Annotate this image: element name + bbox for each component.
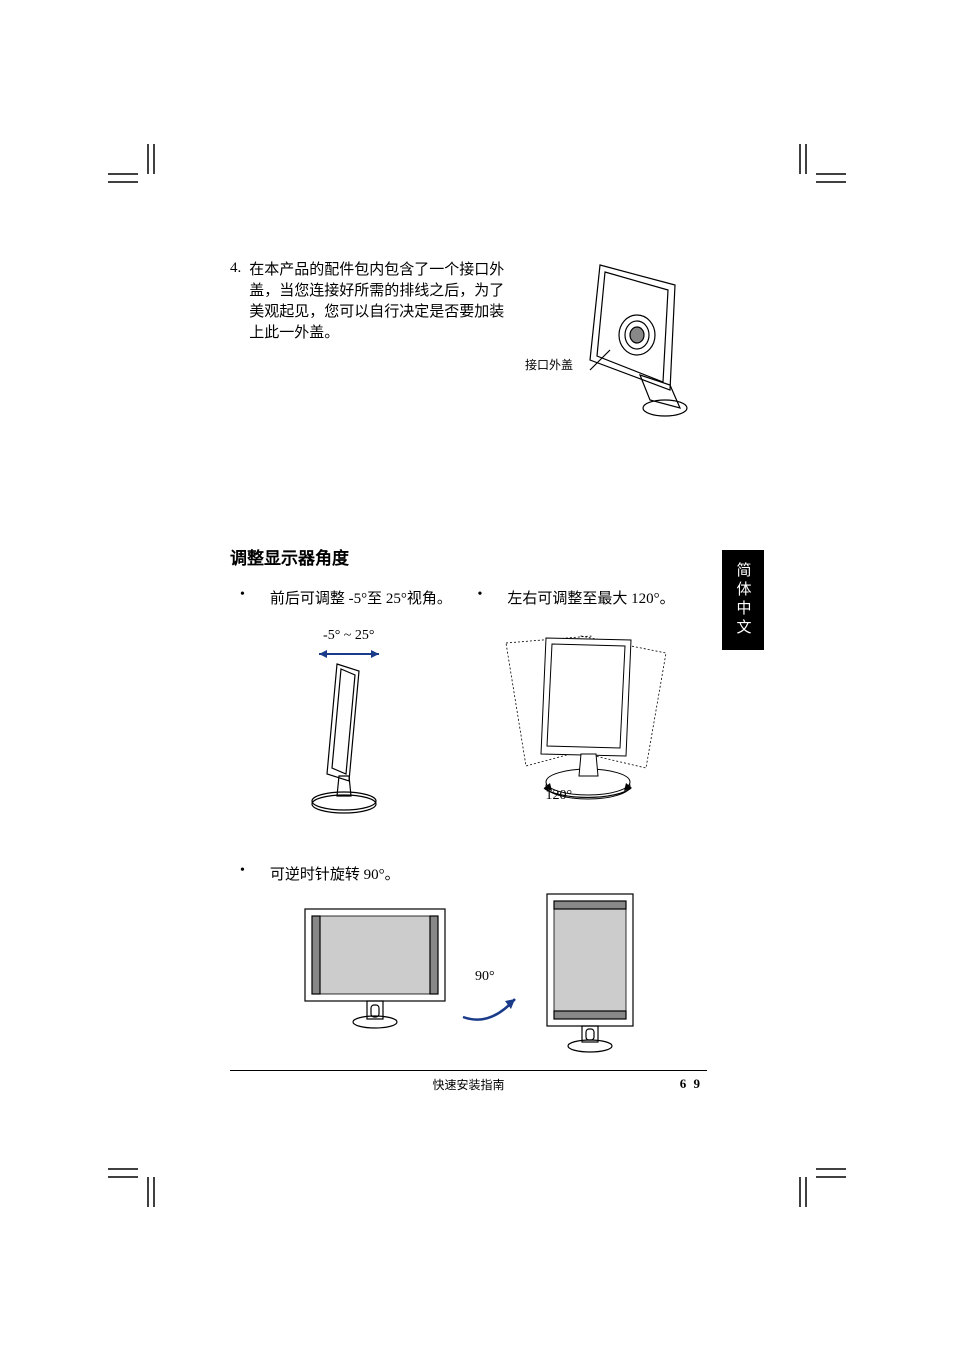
bullet-row-2: • 可逆时针旋转 90°。 <box>230 863 705 884</box>
figure-tilt: -5° ~ 25° <box>230 628 468 823</box>
section-title: 调整显示器角度 <box>230 544 705 569</box>
step4-text: 在本产品的配件包内包含了一个接口外盖，当您连接好所需的排线之后，为了美观起见，您… <box>249 260 509 344</box>
footer-page-number: 6 9 <box>680 1076 702 1092</box>
bullet-dot: • <box>240 863 245 879</box>
bullet-rotate: 可逆时针旋转 90°。 <box>270 863 400 884</box>
bullet-tilt: 前后可调整 -5°至 25°视角。 <box>270 587 452 608</box>
bullet-dot: • <box>240 587 245 603</box>
figure-rotate: 90° <box>230 904 705 1084</box>
rotate-angle-label: 90° <box>475 969 495 985</box>
footer-title: 快速安装指南 <box>230 1076 707 1093</box>
footer: 快速安装指南 6 9 <box>230 1070 707 1093</box>
figure-swivel: 120° <box>468 628 706 823</box>
bullet-row-1: • 前后可调整 -5°至 25°视角。 • 左右可调整至最大 120°。 <box>230 587 705 608</box>
language-tab: 简体中文 <box>722 550 764 650</box>
step4-number: 4. <box>230 260 241 277</box>
tilt-range-label: -5° ~ 25° <box>230 628 468 644</box>
bullet-dot: • <box>478 587 483 603</box>
bullet-swivel: 左右可调整至最大 120°。 <box>507 587 674 608</box>
swivel-angle-label: 120° <box>546 788 573 804</box>
figure-cover <box>565 260 705 425</box>
